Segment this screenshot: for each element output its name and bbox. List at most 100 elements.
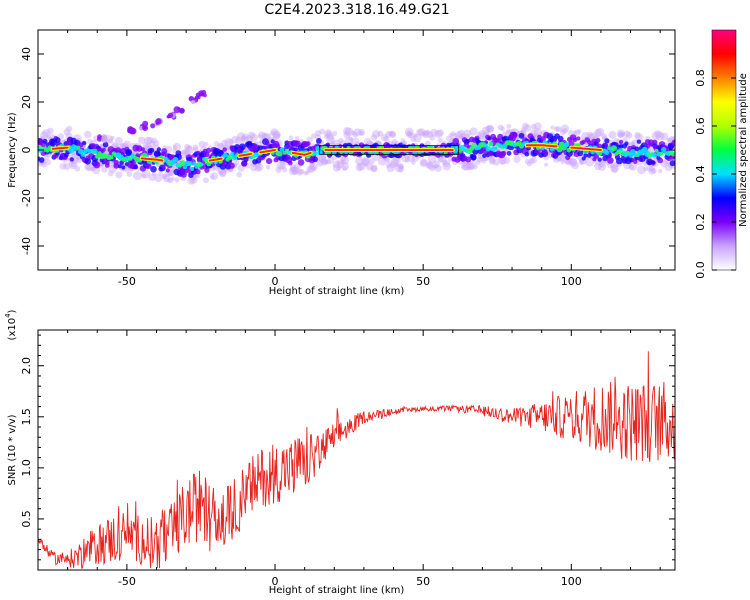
heatmap-hot-core <box>208 157 223 162</box>
heatmap-cell <box>506 123 512 129</box>
heatmap-cell <box>636 139 642 144</box>
heatmap-cell <box>150 165 157 173</box>
heatmap-cell <box>288 166 298 176</box>
heatmap-cell <box>503 157 511 164</box>
heatmap-cell <box>204 167 210 173</box>
heatmap-cell <box>581 140 586 144</box>
heatmap-cell <box>183 149 191 156</box>
heatmap-cell <box>386 164 395 173</box>
heatmap-cell <box>320 158 328 166</box>
heatmap-cell <box>574 129 581 136</box>
heatmap-cell <box>316 138 322 144</box>
heatmap-cell <box>385 162 392 168</box>
heatmap-cell <box>608 131 617 140</box>
heatmap-cell <box>248 131 256 139</box>
snr-x-label: Height of straight line (km) <box>269 585 405 596</box>
heatmap-cell <box>209 174 215 179</box>
heatmap-cell <box>173 142 181 151</box>
heatmap-cell <box>370 134 378 141</box>
heatmap-cell <box>563 141 570 148</box>
heatmap-cell <box>120 142 126 149</box>
heatmap-cell <box>530 156 537 164</box>
heatmap-cell <box>119 160 124 165</box>
heatmap-cell <box>426 131 434 138</box>
heatmap-cell <box>315 145 321 151</box>
heatmap-cell <box>84 163 92 171</box>
heatmap-cell <box>573 130 578 135</box>
heatmap-hot-core <box>51 146 69 150</box>
heatmap-cell <box>236 132 246 142</box>
heatmap-cell <box>560 124 569 133</box>
heatmap-cell <box>361 156 371 166</box>
heatmap-cell <box>568 129 574 136</box>
heatmap-cell <box>133 164 139 170</box>
heatmap-cell <box>629 162 638 171</box>
heatmap-cell <box>389 161 396 169</box>
heatmap-cell <box>142 142 149 149</box>
heatmap-cell <box>340 156 349 165</box>
y-tick-label: 0.5 <box>20 510 33 528</box>
heatmap-cell <box>425 129 431 135</box>
heatmap-cell <box>193 147 199 153</box>
heatmap-cell <box>566 159 572 164</box>
heatmap-cell <box>486 125 494 133</box>
heatmap-hot-core <box>291 151 312 156</box>
heatmap-cell <box>364 137 372 146</box>
heatmap-cell <box>65 125 73 133</box>
heatmap-cell <box>174 177 180 183</box>
heatmap-cell <box>168 177 174 184</box>
y-tick-label: -40 <box>20 237 33 255</box>
heatmap-cell <box>149 147 155 153</box>
heatmap-cell <box>389 131 397 138</box>
heatmap-central-contour <box>319 145 460 155</box>
snr-y-multiplier-base: (x10 <box>7 318 18 341</box>
heatmap-cell <box>526 161 533 167</box>
heatmap-cell <box>394 162 399 168</box>
heatmap-cell <box>488 141 494 147</box>
heatmap-cell <box>276 133 281 138</box>
heatmap-cell <box>362 158 370 166</box>
heatmap-cell <box>585 157 595 167</box>
heatmap-cell <box>256 163 264 172</box>
heatmap-cell <box>488 158 496 165</box>
heatmap-cell <box>326 156 334 164</box>
y-tick-label: 1.0 <box>20 459 33 477</box>
snr-series-line <box>38 351 675 569</box>
heatmap-cell <box>311 166 316 171</box>
heatmap-cell <box>332 160 341 169</box>
heatmap-cell <box>241 136 246 141</box>
heatmap-cell <box>162 174 171 183</box>
heatmap-cell <box>669 160 675 167</box>
heatmap-cell <box>385 131 392 138</box>
heatmap-cell <box>355 156 364 166</box>
heatmap-cell <box>332 155 337 161</box>
x-tick-label: 100 <box>561 275 582 288</box>
heatmap-cell <box>63 162 71 170</box>
heatmap-cell <box>501 150 507 156</box>
heatmap-cell <box>464 133 470 139</box>
heatmap-cell <box>427 160 433 167</box>
heatmap-cell <box>465 162 474 171</box>
heatmap-cell <box>228 162 235 169</box>
heatmap-cell <box>344 127 354 137</box>
heatmap-cell <box>425 162 431 169</box>
heatmap-cell <box>339 155 347 162</box>
heatmap-cell <box>210 172 219 181</box>
heatmap-cell <box>70 162 76 168</box>
heatmap-cell <box>89 166 95 172</box>
heatmap-cell <box>377 130 384 137</box>
heatmap-cell <box>109 155 114 160</box>
heatmap-cell <box>533 122 542 131</box>
spectrogram-panel: -50 0 50 100 -40 -20 0 20 40 Height of straight … <box>7 29 676 297</box>
heatmap-cell <box>372 130 381 139</box>
heatmap-cell <box>265 165 271 170</box>
heatmap-cell <box>151 171 157 177</box>
spectrogram-heatmap <box>38 89 675 185</box>
heatmap-cell <box>579 160 584 166</box>
x-tick-label: 0 <box>272 575 279 588</box>
heatmap-cell <box>450 131 456 137</box>
heatmap-cell <box>218 168 227 176</box>
heatmap-cell <box>470 154 477 161</box>
heatmap-cell <box>290 166 296 172</box>
heatmap-cell <box>239 143 246 151</box>
